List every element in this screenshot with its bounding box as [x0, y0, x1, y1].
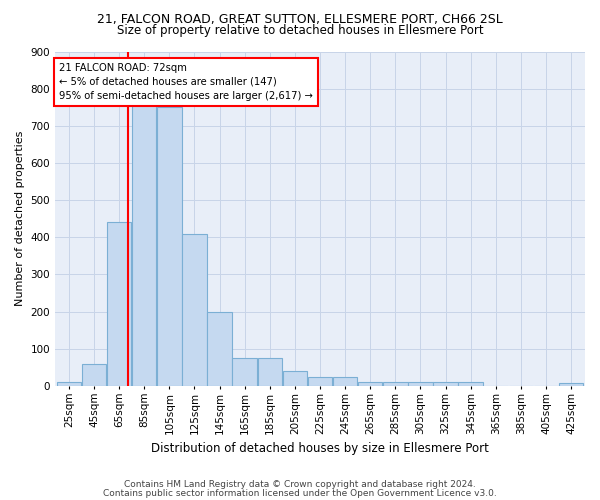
Bar [283, 371, 307, 386]
Bar [408, 382, 433, 386]
X-axis label: Distribution of detached houses by size in Ellesmere Port: Distribution of detached houses by size … [151, 442, 489, 455]
Y-axis label: Number of detached properties: Number of detached properties [15, 131, 25, 306]
Bar [308, 376, 332, 386]
Bar [182, 234, 206, 386]
Bar [383, 382, 407, 386]
Bar [232, 358, 257, 386]
Bar [257, 358, 282, 386]
Bar [208, 312, 232, 386]
Text: Size of property relative to detached houses in Ellesmere Port: Size of property relative to detached ho… [116, 24, 484, 37]
Bar [333, 376, 358, 386]
Text: 21 FALCON ROAD: 72sqm
← 5% of detached houses are smaller (147)
95% of semi-deta: 21 FALCON ROAD: 72sqm ← 5% of detached h… [59, 62, 313, 100]
Bar [559, 384, 583, 386]
Bar [132, 106, 157, 386]
Bar [82, 364, 106, 386]
Bar [458, 382, 483, 386]
Text: 21, FALCON ROAD, GREAT SUTTON, ELLESMERE PORT, CH66 2SL: 21, FALCON ROAD, GREAT SUTTON, ELLESMERE… [97, 12, 503, 26]
Bar [433, 382, 458, 386]
Bar [56, 382, 81, 386]
Text: Contains HM Land Registry data © Crown copyright and database right 2024.: Contains HM Land Registry data © Crown c… [124, 480, 476, 489]
Text: Contains public sector information licensed under the Open Government Licence v3: Contains public sector information licen… [103, 488, 497, 498]
Bar [157, 107, 182, 386]
Bar [358, 382, 382, 386]
Bar [107, 222, 131, 386]
